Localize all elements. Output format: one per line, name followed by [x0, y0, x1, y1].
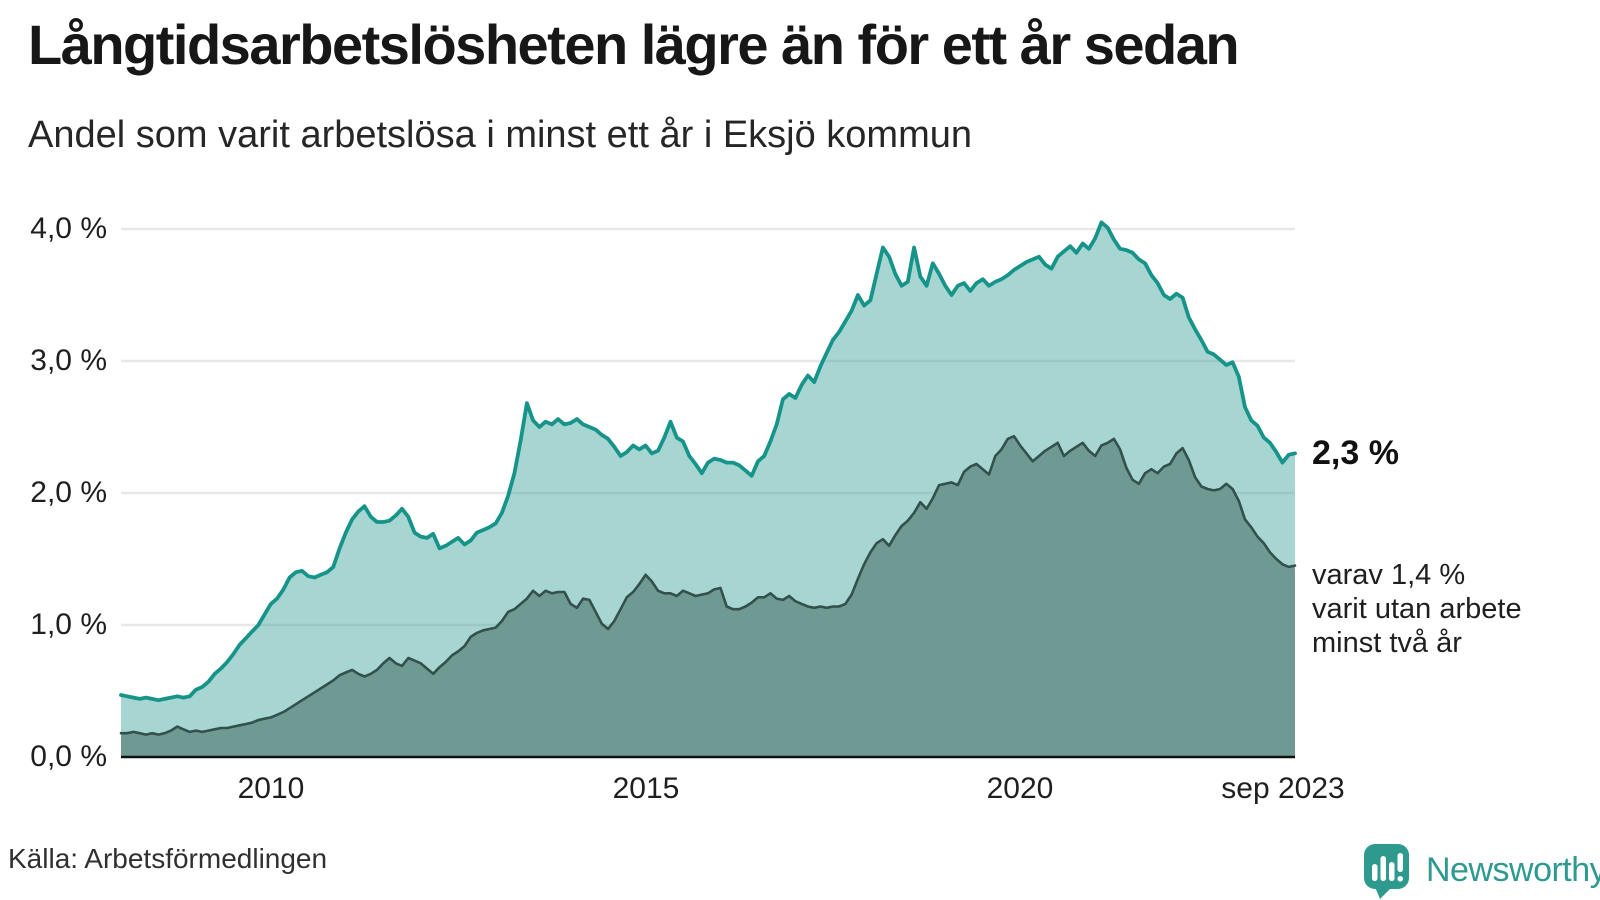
- x-axis-tick-label: 2015: [612, 772, 680, 805]
- latest-value-annotation: 2,3 %: [1312, 434, 1399, 472]
- page-title: Långtidsarbetslösheten lägre än för ett …: [28, 13, 1240, 76]
- x-axis-tick-label: sep 2023: [1221, 772, 1345, 805]
- newsworthy-wordmark: Newsworthy: [1426, 850, 1600, 889]
- line-two-years: [119, 434, 1297, 736]
- x-axis-tick-label: 2010: [237, 772, 305, 805]
- area-fill-two-years: [121, 436, 1295, 757]
- y-axis-tick-label: 2,0 %: [30, 476, 107, 509]
- newsworthy-brand: Newsworthy: [1362, 840, 1600, 900]
- y-axis-tick-label: 0,0 %: [30, 740, 107, 773]
- line-one-year: [119, 220, 1297, 703]
- y-axis-tick-label: 4,0 %: [30, 212, 107, 245]
- page-subtitle: Andel som varit arbetslösa i minst ett å…: [28, 114, 973, 156]
- x-axis-tick-label: 2020: [986, 772, 1054, 805]
- source-text: Källa: Arbetsförmedlingen: [8, 843, 328, 874]
- y-axis-tick-label: 1,0 %: [30, 608, 107, 641]
- newsworthy-logo-icon: [1364, 844, 1409, 899]
- y-axis-tick-label: 3,0 %: [30, 344, 107, 377]
- secondary-annotation: varav 1,4 % varit utan arbete minst två …: [1312, 559, 1522, 659]
